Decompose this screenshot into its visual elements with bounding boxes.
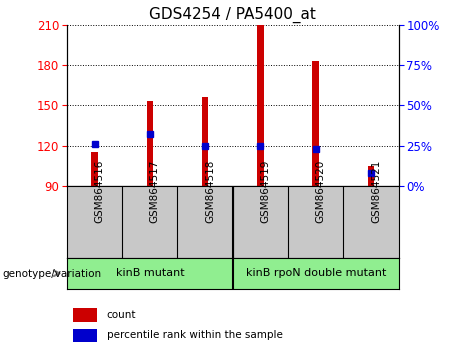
- Text: GSM864517: GSM864517: [150, 160, 160, 223]
- Text: count: count: [106, 310, 136, 320]
- Text: kinB mutant: kinB mutant: [116, 268, 184, 279]
- Bar: [73, 329, 97, 342]
- Bar: [147, 101, 153, 186]
- Text: GSM864520: GSM864520: [316, 160, 326, 223]
- Text: GSM864516: GSM864516: [95, 160, 105, 223]
- Text: kinB rpoN double mutant: kinB rpoN double mutant: [246, 268, 386, 279]
- Bar: [202, 97, 208, 186]
- Text: GSM864518: GSM864518: [205, 160, 215, 223]
- Text: percentile rank within the sample: percentile rank within the sample: [106, 330, 283, 341]
- Bar: [313, 61, 319, 186]
- Bar: [73, 308, 97, 321]
- Bar: [91, 152, 98, 186]
- Text: GSM864521: GSM864521: [371, 160, 381, 223]
- Bar: [368, 166, 374, 186]
- Text: genotype/variation: genotype/variation: [2, 269, 101, 279]
- Bar: [257, 25, 264, 186]
- Title: GDS4254 / PA5400_at: GDS4254 / PA5400_at: [149, 7, 316, 23]
- Text: GSM864519: GSM864519: [260, 160, 271, 223]
